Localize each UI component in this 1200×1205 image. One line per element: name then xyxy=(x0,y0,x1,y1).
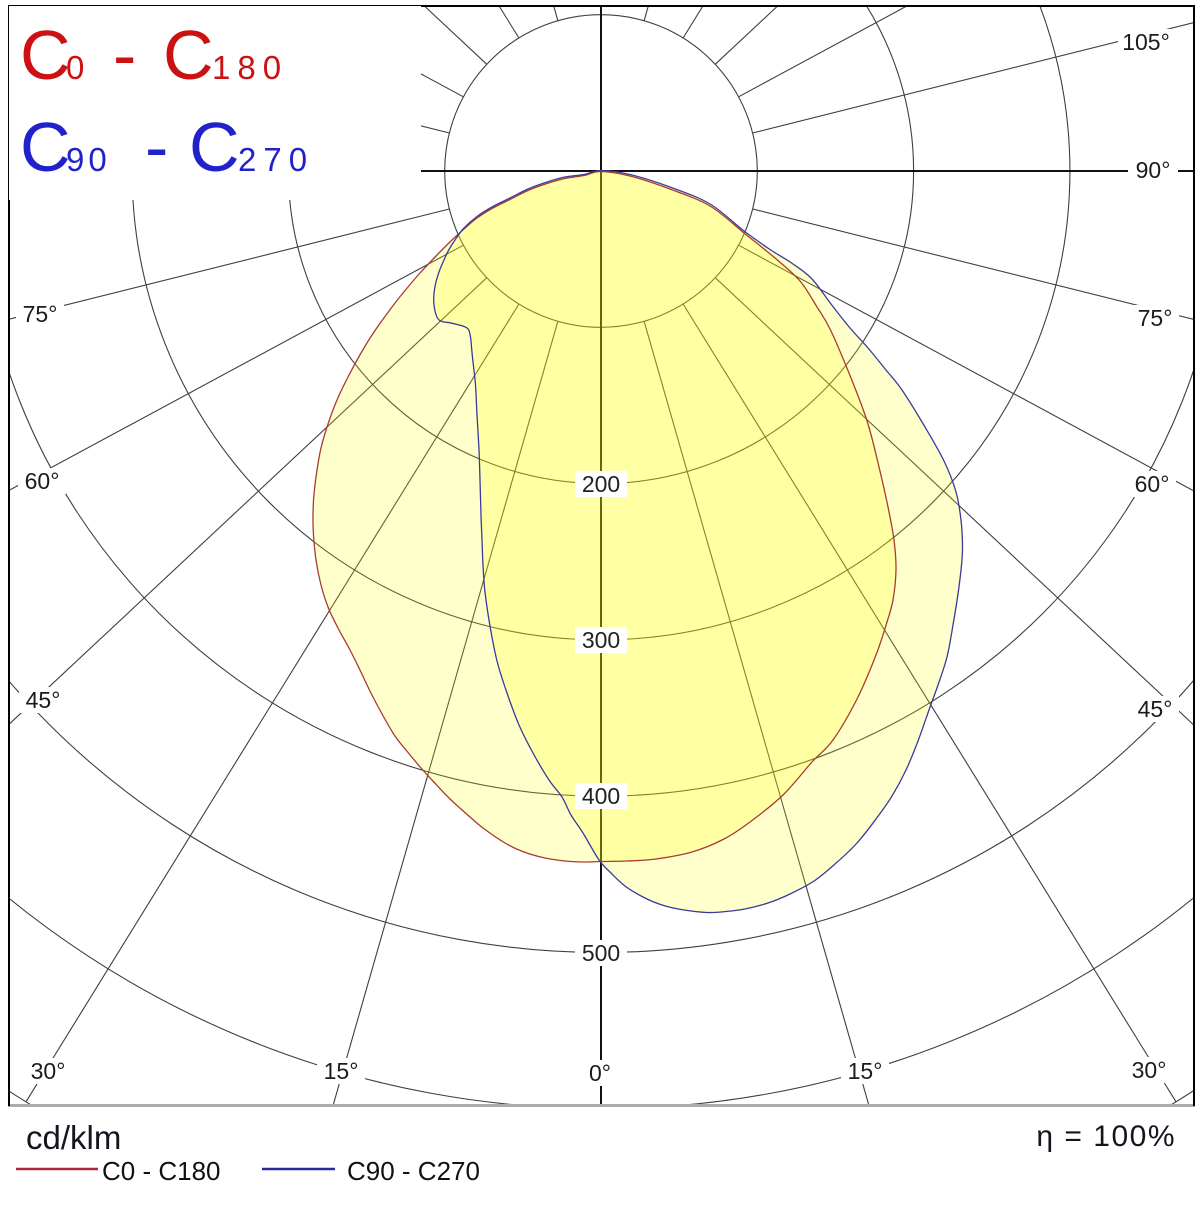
svg-text:75°: 75° xyxy=(1138,305,1173,331)
svg-text:500: 500 xyxy=(582,940,620,966)
svg-text:200: 200 xyxy=(582,471,620,497)
svg-text:60°: 60° xyxy=(25,468,60,494)
svg-text:0°: 0° xyxy=(589,1060,611,1086)
svg-text:400: 400 xyxy=(582,783,620,809)
svg-text:η = 100%: η = 100% xyxy=(1036,1120,1176,1153)
svg-text:75°: 75° xyxy=(23,301,58,327)
svg-text:30°: 30° xyxy=(31,1058,66,1084)
svg-text:105°: 105° xyxy=(1122,29,1170,55)
svg-text:30°: 30° xyxy=(1132,1057,1167,1083)
svg-text:45°: 45° xyxy=(1138,696,1173,722)
svg-text:45°: 45° xyxy=(26,687,61,713)
svg-text:C90-C270: C90- C270 xyxy=(20,108,314,186)
svg-text:C90 - C270: C90 - C270 xyxy=(347,1156,480,1186)
svg-text:60°: 60° xyxy=(1135,471,1170,497)
svg-text:cd/klm: cd/klm xyxy=(26,1119,121,1156)
svg-text:15°: 15° xyxy=(848,1058,883,1084)
svg-text:C0 - C180: C0 - C180 xyxy=(102,1156,221,1186)
svg-text:300: 300 xyxy=(582,627,620,653)
svg-text:15°: 15° xyxy=(324,1058,359,1084)
svg-text:90°: 90° xyxy=(1136,157,1171,183)
svg-text:C0-C180: C0- C180 xyxy=(20,16,288,94)
